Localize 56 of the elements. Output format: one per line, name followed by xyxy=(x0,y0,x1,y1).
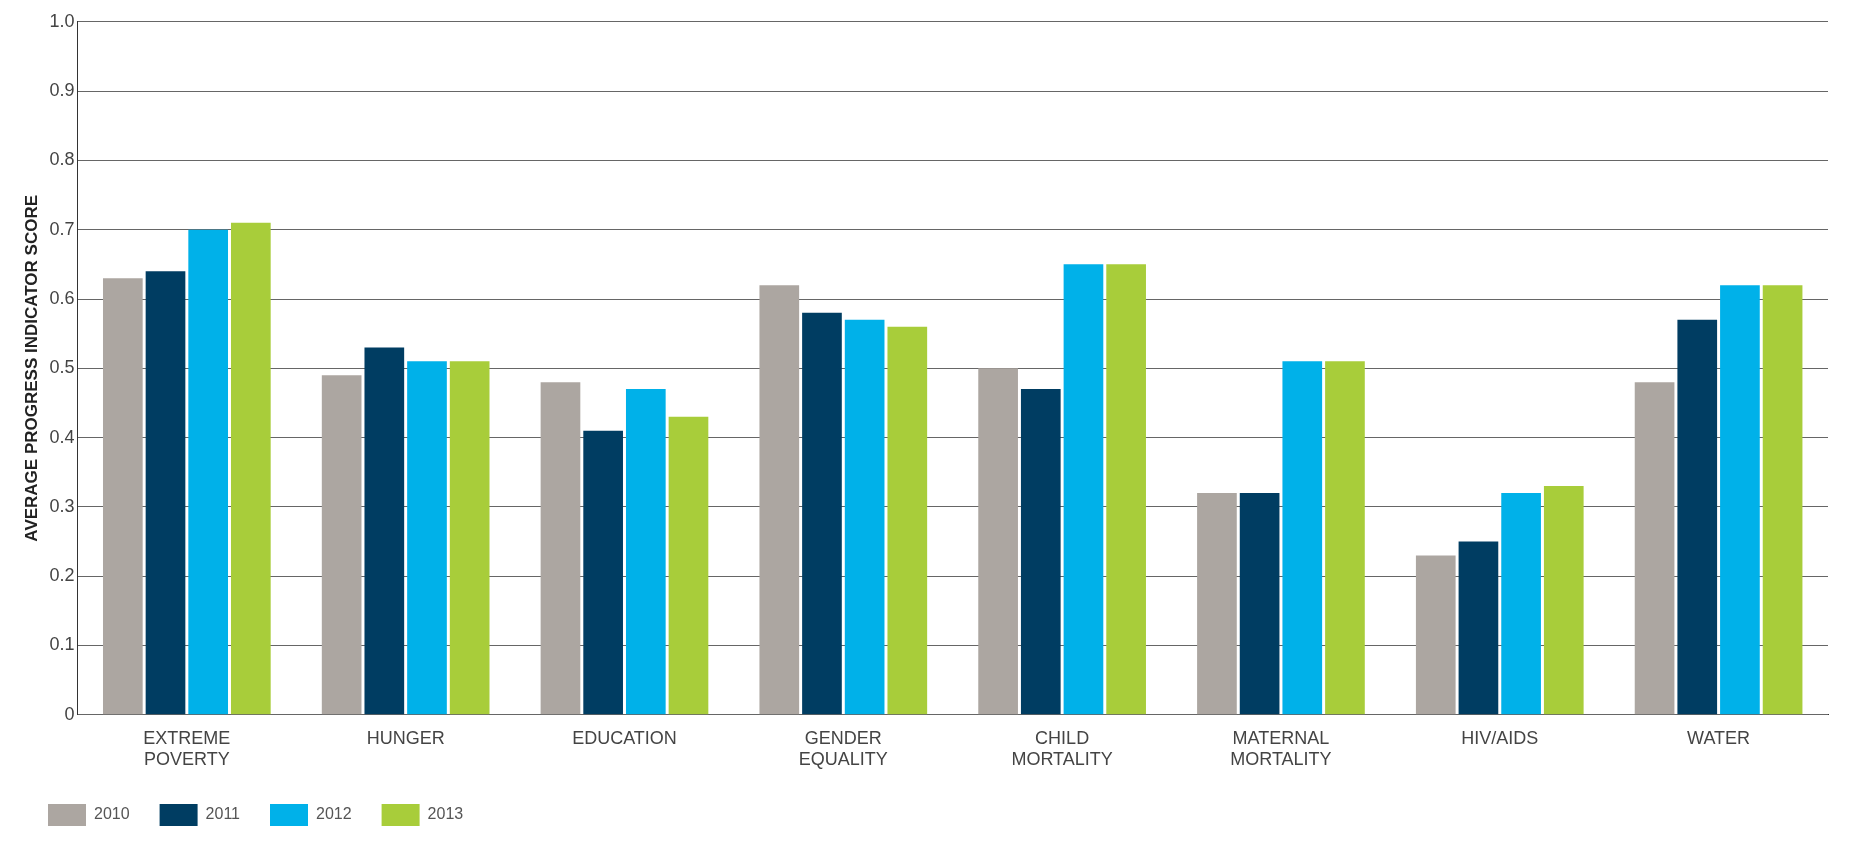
bar xyxy=(759,285,800,715)
legend-label: 2013 xyxy=(427,805,464,823)
bar xyxy=(1458,541,1499,715)
x-tick-label: EDUCATION xyxy=(572,727,677,748)
bar xyxy=(1543,486,1584,715)
bar xyxy=(1325,361,1365,715)
bar xyxy=(1415,555,1456,715)
bar xyxy=(321,375,362,715)
bar xyxy=(668,416,709,715)
bar xyxy=(364,347,405,715)
bar xyxy=(1634,382,1675,715)
bar xyxy=(1020,389,1061,715)
bar xyxy=(1239,493,1280,715)
bar xyxy=(1063,264,1104,715)
bar xyxy=(407,361,447,715)
bar xyxy=(145,271,186,715)
x-tick-label: HIV/AIDS xyxy=(1461,727,1539,748)
bar xyxy=(802,312,842,715)
bar xyxy=(1720,285,1760,715)
y-tick-label: 0.4 xyxy=(49,426,75,447)
y-tick-label: 0.1 xyxy=(49,634,75,655)
bar xyxy=(1197,493,1237,715)
y-axis-title: AVERAGE PROGRESS INDICATOR SCORE xyxy=(21,194,41,542)
x-tick-label: EXTREME POVERTY xyxy=(143,727,231,770)
bar xyxy=(887,326,928,715)
bar xyxy=(625,389,666,715)
bar xyxy=(1282,361,1323,715)
bar xyxy=(540,382,581,715)
bar xyxy=(1677,319,1718,715)
bar xyxy=(231,222,271,715)
x-tick-label: MATERNAL MORTALITY xyxy=(1230,727,1332,770)
x-tick-label: WATER xyxy=(1687,727,1751,748)
bar xyxy=(102,278,143,715)
x-tick-label: CHILD MORTALITY xyxy=(1011,727,1113,770)
bar xyxy=(188,229,229,715)
x-tick-label: GENDER EQUALITY xyxy=(798,727,888,770)
y-tick-label: 0.3 xyxy=(49,495,75,516)
y-tick-label: 0.7 xyxy=(49,218,75,239)
bar xyxy=(1106,264,1146,715)
legend-label: 2012 xyxy=(316,805,352,823)
bar xyxy=(583,430,623,715)
y-tick-label: 0 xyxy=(64,703,75,724)
legend-label: 2011 xyxy=(205,805,241,823)
bar xyxy=(844,319,885,715)
legend-label: 2010 xyxy=(94,805,130,823)
x-tick-label: HUNGER xyxy=(366,727,445,748)
y-tick-label: 0.2 xyxy=(49,565,75,586)
bar xyxy=(978,368,1018,715)
y-tick-label: 0.6 xyxy=(49,287,75,308)
y-tick-label: 1.0 xyxy=(49,10,75,31)
bar xyxy=(1501,493,1541,715)
y-tick-label: 0.8 xyxy=(49,149,75,170)
bar xyxy=(449,361,490,715)
bar xyxy=(1762,285,1803,715)
y-tick-label: 0.9 xyxy=(49,80,75,101)
y-tick-label: 0.5 xyxy=(49,357,75,378)
